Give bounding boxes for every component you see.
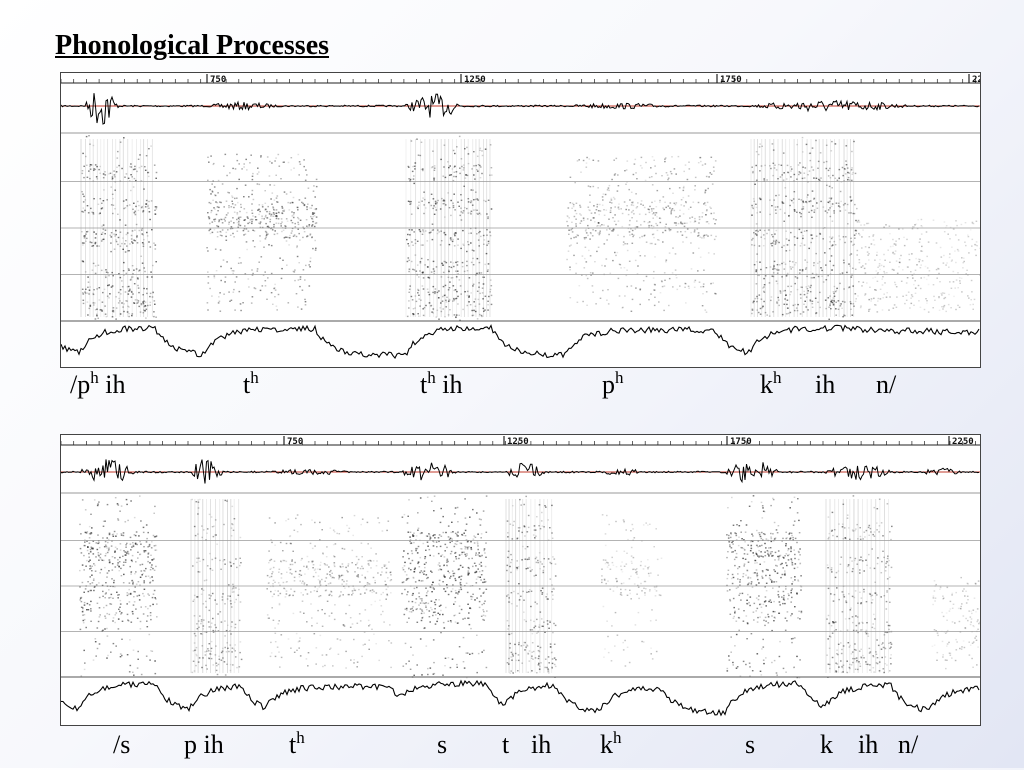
phone-label: n/ [898,730,918,760]
phone-label-base: k [760,370,773,399]
time-tick-label: 2250 [952,437,974,447]
aspiration-superscript: h [427,368,436,387]
phone-label: kh [760,370,782,400]
aspiration-superscript: h [615,368,624,387]
phone-label-base: n/ [898,730,918,759]
phone-label: k [820,730,833,760]
phone-label-base: /p [70,370,90,399]
time-tick-label: 750 [210,75,226,85]
aspiration-superscript: h [773,368,782,387]
phone-label-base: t [502,730,509,759]
time-tick-label: 1250 [464,75,486,85]
aspiration-superscript: h [613,728,622,747]
phone-label: th [243,370,259,400]
time-ruler: 750 1250 1750 22 [61,74,980,85]
phone-label-base: k [820,730,833,759]
phone-label: s [745,730,755,760]
frequency-gridlines [61,182,980,322]
time-tick-label: 750 [287,437,303,447]
waveform [61,93,980,133]
energy-envelope [61,325,979,358]
phone-label-base: ih [815,370,835,399]
time-tick-label: 1750 [730,437,752,447]
phone-label: s [437,730,447,760]
phone-label-base: p ih [184,730,224,759]
phone-label: kh [600,730,622,760]
phone-label: /ph ih [70,370,125,400]
phone-label: ph [602,370,624,400]
aspiration-superscript: h [250,368,259,387]
phone-label-base: k [600,730,613,759]
phone-label: th ih [420,370,462,400]
time-tick-label: 22 [972,75,980,85]
frequency-gridlines [61,541,980,678]
aspiration-superscript: h [296,728,305,747]
phone-label: t [502,730,509,760]
spectrogram-figure-bottom: 750 1250 1750 2250 [61,435,980,725]
phone-label: p ih [184,730,224,760]
slide-title: Phonological Processes [55,30,329,62]
phone-label-base: s [437,730,447,759]
energy-envelope [61,681,979,715]
phone-label: th [289,730,305,760]
waveform [61,459,980,493]
phone-label-vowel: ih [99,370,126,399]
spectrogram-figure-top: 750 1250 1750 22 [61,73,980,367]
phone-label: ih [531,730,551,760]
time-ruler: 750 1250 1750 2250 [61,436,980,447]
spectrogram [79,495,980,678]
spectrogram-panel-top: 750 1250 1750 22 [60,72,981,368]
time-tick-label: 1750 [720,75,742,85]
phone-label-base: ih [858,730,878,759]
phone-label-base: /s [113,730,130,759]
phone-label-base: p [602,370,615,399]
spectrogram-panel-bottom: 750 1250 1750 2250 [60,434,981,726]
phone-label: ih [815,370,835,400]
phone-label-base: n/ [876,370,896,399]
phone-label: n/ [876,370,896,400]
phone-label-base: s [745,730,755,759]
phone-label: ih [858,730,878,760]
time-tick-label: 1250 [507,437,529,447]
aspiration-superscript: h [90,368,99,387]
phone-label-base: ih [531,730,551,759]
phone-label-vowel: ih [436,370,463,399]
phone-label: /s [113,730,130,760]
